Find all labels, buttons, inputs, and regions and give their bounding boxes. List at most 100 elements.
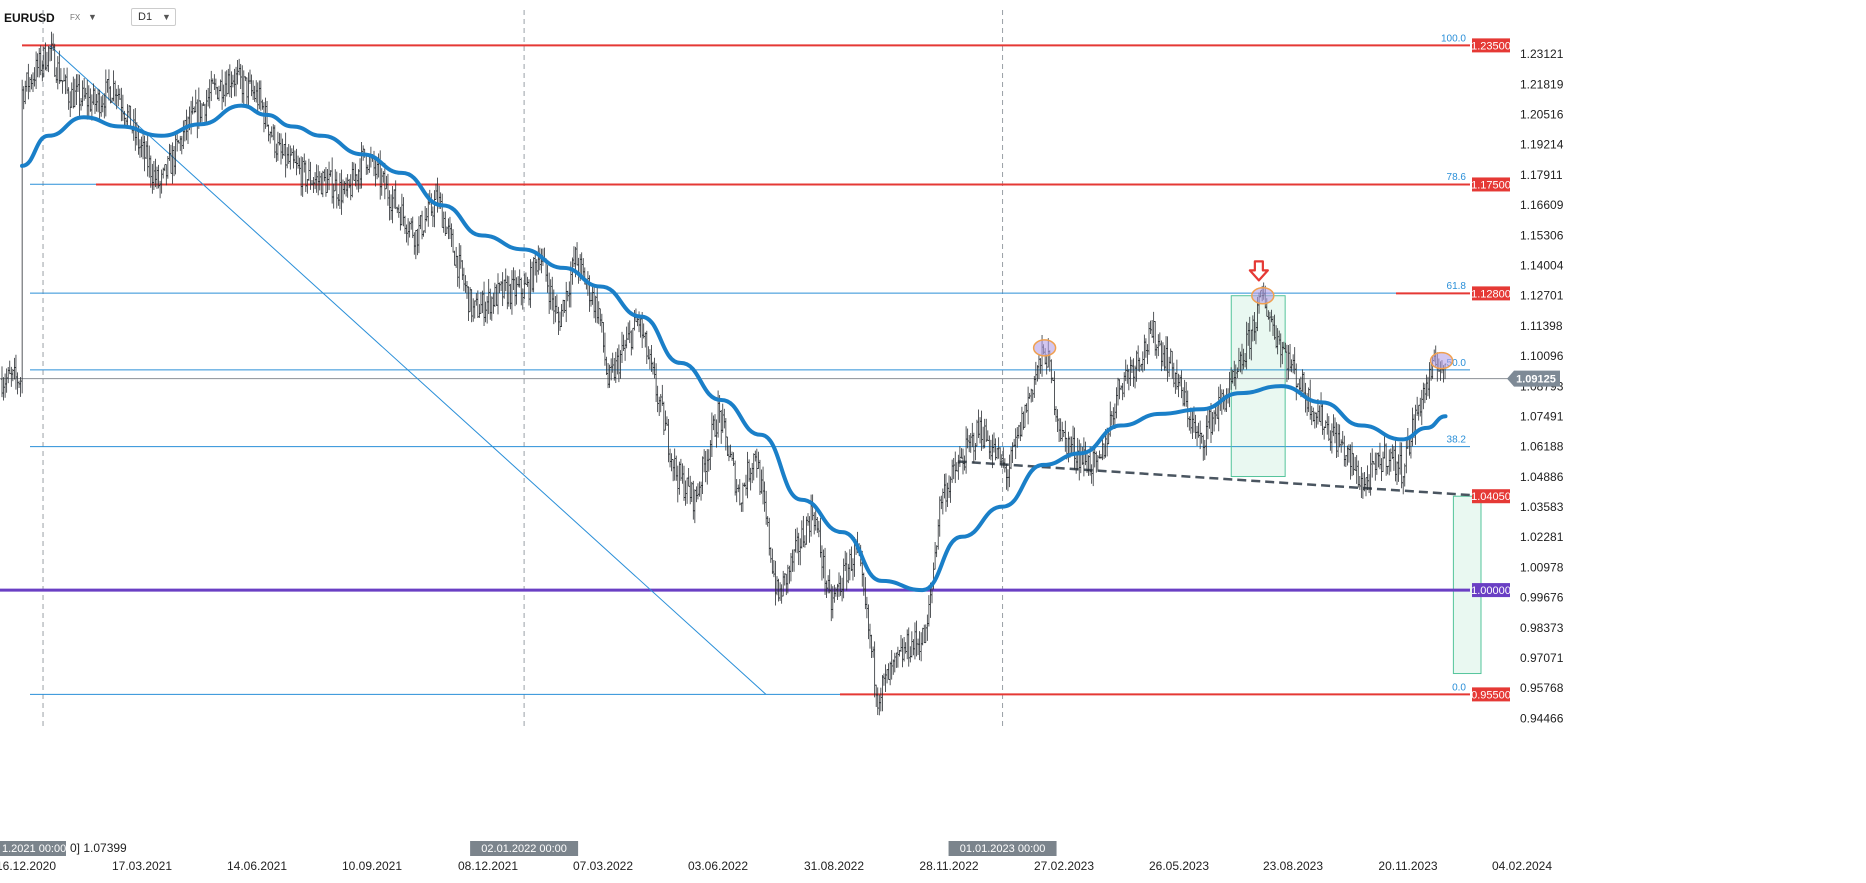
price-bar-363: [563, 300, 566, 314]
price-bar-1: [2, 377, 5, 401]
date-tick-5: 07.03.2022: [573, 859, 633, 873]
price-bar-89: [138, 139, 142, 158]
price-bar-910: [1411, 407, 1414, 447]
price-bar-251: [389, 194, 393, 220]
price-bar-773: [1198, 420, 1202, 450]
price-bar-279: [433, 190, 436, 228]
price-bar-839: [1301, 369, 1304, 392]
price-bar-790: [1225, 388, 1228, 412]
price-bar-848: [1315, 412, 1318, 428]
price-bar-852: [1321, 401, 1324, 435]
price-bar-76: [118, 88, 121, 100]
price-bar-619: [960, 448, 963, 459]
price-bar-46: [72, 76, 75, 109]
price-tick-4: 1.17911: [1520, 168, 1563, 182]
price-bar-284: [441, 193, 444, 228]
price-bar-126: [196, 99, 199, 139]
price-bar-120: [186, 116, 190, 144]
price-bar-13: [20, 79, 24, 394]
price-bar-486: [754, 450, 757, 462]
price-bar-515: [799, 538, 802, 566]
price-bar-158: [245, 77, 249, 105]
price-bar-16: [25, 72, 28, 92]
price-bar-142: [220, 69, 224, 110]
price-bar-11: [17, 380, 21, 388]
price-bar-300: [465, 280, 469, 299]
price-bar-867: [1344, 455, 1348, 468]
price-bar-830: [1287, 345, 1290, 380]
price-bar-632: [980, 410, 983, 451]
price-tick-2: 1.20516: [1520, 108, 1564, 122]
price-bar-185: [287, 143, 290, 164]
price-bar-67: [104, 69, 108, 117]
chart-toolbar: EURUSD FX ▼ D1 ▼: [0, 0, 1800, 36]
timeframe-select[interactable]: [131, 8, 176, 26]
price-bar-320: [496, 273, 500, 315]
price-bar-574: [890, 650, 893, 680]
price-bar-72: [112, 70, 115, 102]
price-bar-476: [738, 479, 741, 506]
price-bar-298: [462, 267, 466, 292]
price-bar-112: [174, 132, 177, 175]
symbol-name[interactable]: EURUSD: [4, 11, 55, 25]
price-bar-78: [121, 94, 125, 121]
price-bar-727: [1127, 368, 1131, 391]
price-bar-109: [169, 144, 173, 174]
price-bar-864: [1340, 439, 1343, 453]
price-bar-680: [1054, 406, 1058, 422]
price-bar-878: [1361, 472, 1365, 499]
price-bar-473: [733, 460, 737, 496]
price-bar-328: [509, 283, 512, 310]
price-bar-541: [839, 575, 842, 596]
price-bar-187: [290, 148, 294, 156]
crosshair-tag-1: [948, 841, 1057, 856]
price-bar-755: [1171, 350, 1174, 379]
price-bar-323: [501, 272, 504, 307]
price-bar-502: [778, 582, 782, 601]
price-bar-99: [154, 158, 157, 188]
price-bar-434: [673, 448, 676, 481]
date-tick-3: 10.09.2021: [342, 859, 402, 873]
price-bar-571: [885, 669, 889, 684]
price-bar-92: [143, 135, 146, 172]
price-bar-106: [165, 164, 168, 186]
level-tag-5: [1472, 687, 1510, 702]
price-bar-628: [974, 442, 977, 461]
price-bar-277: [430, 193, 433, 216]
vertical-crosshair-lines: [42, 10, 1004, 728]
price-bar-334: [518, 269, 521, 288]
down-arrow-icon: [1248, 260, 1269, 282]
price-bar-10: [16, 372, 19, 395]
price-bar-786: [1219, 384, 1222, 411]
level-tag-1: [1472, 177, 1510, 192]
price-bar-650: [1008, 454, 1011, 488]
price-bar-520: [806, 513, 810, 526]
price-bar-895: [1388, 449, 1391, 476]
price-bar-454: [704, 450, 707, 483]
price-bar-845: [1310, 405, 1313, 426]
price-bar-107: [166, 156, 170, 179]
price-bar-169: [262, 102, 266, 133]
price-bar-655: [1016, 427, 1019, 448]
price-bar-151: [234, 66, 238, 97]
price-bar-453: [702, 449, 706, 473]
price-bar-635: [985, 418, 988, 442]
price-bar-139: [216, 86, 219, 100]
price-bar-264: [410, 218, 413, 230]
price-bar-582: [902, 637, 906, 662]
caret-down-icon[interactable]: ▼: [88, 12, 97, 22]
price-bar-521: [808, 516, 811, 543]
price-bar-763: [1183, 379, 1186, 407]
price-bar-371: [575, 242, 579, 266]
price-bar-135: [210, 70, 213, 102]
price-bar-230: [357, 169, 360, 193]
price-bar-208: [323, 169, 326, 182]
price-bar-160: [248, 69, 252, 84]
chevron-down-icon[interactable]: ▼: [162, 12, 171, 22]
date-tick-9: 27.02.2023: [1034, 859, 1094, 873]
price-bar-359: [557, 306, 560, 335]
price-bar-153: [237, 58, 241, 76]
price-bar-504: [782, 570, 785, 597]
price-bar-152: [236, 59, 239, 85]
